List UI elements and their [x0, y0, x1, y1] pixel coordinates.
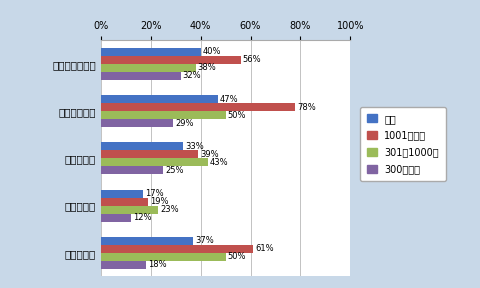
Text: 38%: 38%	[198, 63, 216, 73]
Bar	[101, 198, 148, 206]
Bar	[101, 261, 146, 269]
Text: 37%: 37%	[195, 236, 214, 245]
Text: 29%: 29%	[175, 119, 194, 128]
Bar	[101, 190, 143, 198]
Bar	[101, 48, 201, 56]
Bar	[101, 150, 198, 158]
Text: 61%: 61%	[255, 244, 274, 253]
Text: 47%: 47%	[220, 95, 239, 104]
Text: 50%: 50%	[228, 111, 246, 120]
Text: 78%: 78%	[298, 103, 316, 112]
Text: 25%: 25%	[165, 166, 184, 175]
Bar	[101, 253, 226, 261]
Text: 40%: 40%	[203, 48, 221, 56]
Bar	[101, 103, 296, 111]
Bar	[101, 245, 253, 253]
Bar	[101, 95, 218, 103]
Text: 17%: 17%	[145, 189, 164, 198]
Bar	[101, 64, 196, 72]
Legend: 全体, 1001名以上, 301～1000名, 300名以下: 全体, 1001名以上, 301～1000名, 300名以下	[360, 107, 446, 181]
Text: 18%: 18%	[148, 260, 167, 269]
Bar	[101, 206, 158, 214]
Bar	[101, 56, 240, 64]
Text: 23%: 23%	[160, 205, 179, 214]
Bar	[101, 158, 208, 166]
Bar	[101, 166, 163, 175]
Text: 43%: 43%	[210, 158, 229, 167]
Text: 12%: 12%	[133, 213, 151, 222]
Text: 39%: 39%	[200, 150, 219, 159]
Text: 56%: 56%	[242, 55, 261, 65]
Bar	[101, 111, 226, 119]
Text: 50%: 50%	[228, 252, 246, 262]
Text: 33%: 33%	[185, 142, 204, 151]
Text: 19%: 19%	[150, 197, 169, 206]
Bar	[101, 237, 193, 245]
Bar	[101, 72, 180, 80]
Text: 32%: 32%	[183, 71, 201, 80]
Bar	[101, 142, 183, 150]
Bar	[101, 214, 131, 222]
Bar	[101, 119, 173, 127]
